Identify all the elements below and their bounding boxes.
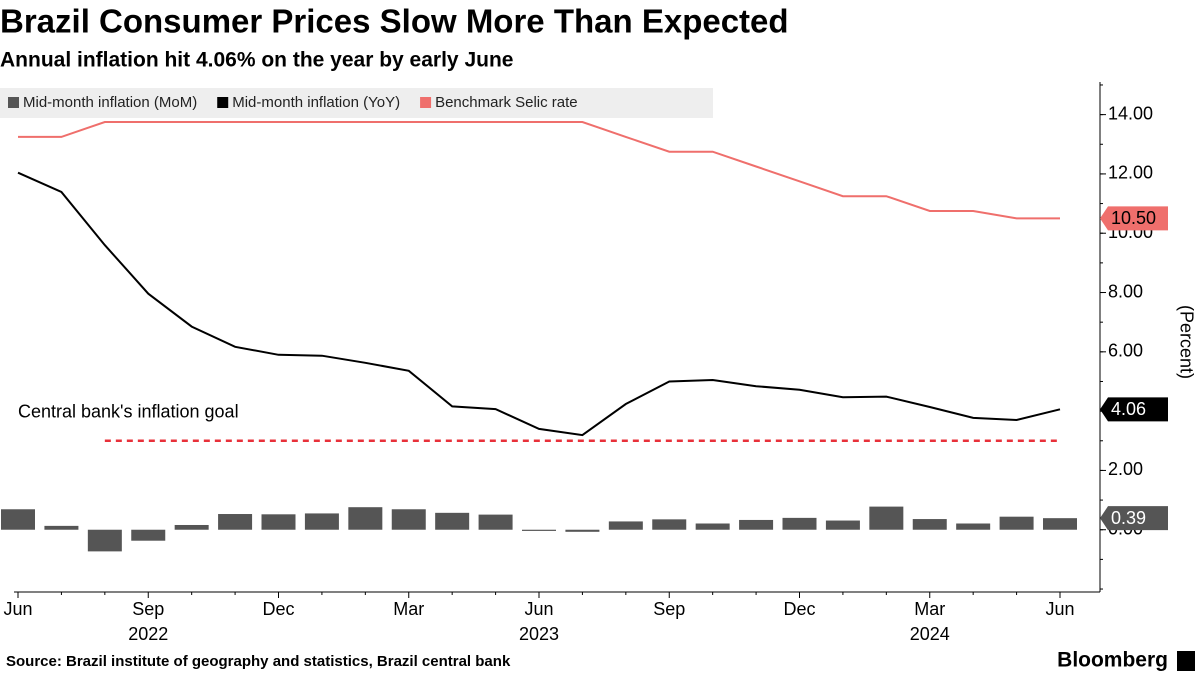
bar xyxy=(435,512,470,530)
legend-label: Mid-month inflation (YoY) xyxy=(232,94,400,111)
line xyxy=(17,171,1061,437)
bar xyxy=(131,529,166,541)
bar xyxy=(565,529,600,532)
bar xyxy=(261,514,296,530)
y-tick-label: 12.00 xyxy=(1108,163,1153,183)
x-tick-label: Jun xyxy=(1045,599,1074,619)
bar xyxy=(478,514,513,530)
x-tick-label: Jun xyxy=(3,599,32,619)
bar xyxy=(44,525,79,530)
chart-subtitle: Annual inflation hit 4.06% on the year b… xyxy=(0,49,513,72)
value-label-bg xyxy=(1100,506,1168,531)
bar xyxy=(1043,518,1077,530)
x-tick-label: Dec xyxy=(783,599,815,619)
value-label-bg xyxy=(1100,206,1168,231)
value-label: 10.50 xyxy=(1111,208,1156,228)
y-tick-label: 14.00 xyxy=(1108,103,1153,123)
x-tick-label: Sep xyxy=(132,599,164,619)
bar xyxy=(695,523,730,530)
bar xyxy=(304,513,339,530)
value-label: 4.06 xyxy=(1111,399,1146,419)
x-tick-label: Mar xyxy=(393,599,424,619)
x-tick-label: Mar xyxy=(914,599,945,619)
bar xyxy=(391,509,426,530)
legend-label: Benchmark Selic rate xyxy=(435,94,578,111)
source: Source: Brazil institute of geography an… xyxy=(6,653,511,670)
line xyxy=(18,121,1060,220)
bar xyxy=(869,506,904,530)
x-tick-label: Jun xyxy=(524,599,553,619)
bar xyxy=(999,516,1034,530)
x-year-label: 2022 xyxy=(128,624,168,644)
chart-title: Brazil Consumer Prices Slow More Than Ex… xyxy=(0,3,789,40)
bar xyxy=(912,519,947,530)
legend-label: Mid-month inflation (MoM) xyxy=(23,94,197,111)
bar xyxy=(956,523,991,530)
x-tick-label: Sep xyxy=(653,599,685,619)
bar xyxy=(608,521,643,530)
bar xyxy=(522,529,556,531)
x-tick-label: Dec xyxy=(262,599,294,619)
bar xyxy=(348,507,383,530)
y-tick-label: 6.00 xyxy=(1108,341,1143,361)
bar xyxy=(218,514,253,530)
brand-icon xyxy=(1177,651,1195,671)
x-year-label: 2024 xyxy=(910,624,950,644)
bar xyxy=(825,520,860,530)
legend-swatch xyxy=(420,97,432,108)
brand: Bloomberg xyxy=(1057,649,1168,672)
y-tick-label: 8.00 xyxy=(1108,281,1143,301)
bar xyxy=(1,509,35,530)
legend-swatch xyxy=(217,97,229,108)
value-label-bg xyxy=(1100,397,1168,422)
y-axis-label: (Percent) xyxy=(1176,305,1196,379)
legend-bg xyxy=(0,88,713,118)
value-label: 0.39 xyxy=(1111,508,1146,528)
bar xyxy=(782,517,817,530)
x-year-label: 2023 xyxy=(519,624,559,644)
bar xyxy=(87,529,122,552)
bar xyxy=(739,519,774,530)
goal-label: Central bank's inflation goal xyxy=(18,402,239,422)
legend-swatch xyxy=(8,97,19,108)
bar xyxy=(174,524,209,530)
bar xyxy=(652,519,687,530)
y-tick-label: 2.00 xyxy=(1108,459,1143,479)
